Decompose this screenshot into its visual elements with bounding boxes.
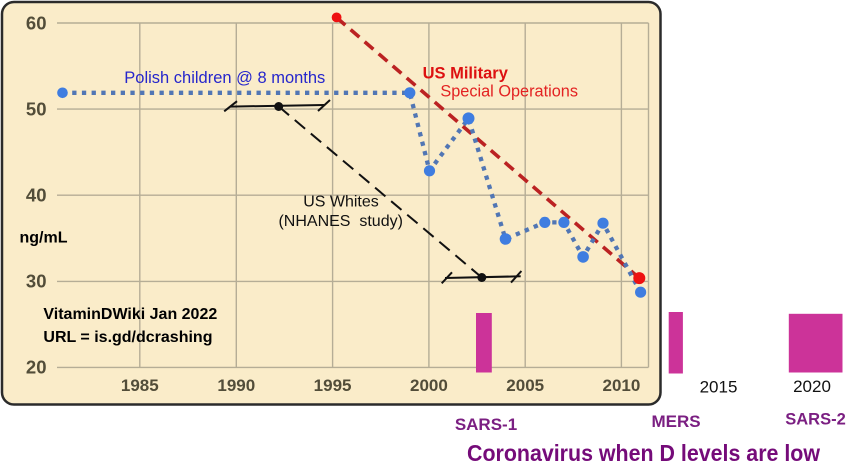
svg-text:1995: 1995	[314, 376, 352, 395]
svg-text:Polish children @ 8 months: Polish children @ 8 months	[124, 68, 325, 87]
svg-text:20: 20	[26, 357, 47, 378]
svg-text:US Whites: US Whites	[303, 194, 379, 211]
svg-text:1990: 1990	[217, 376, 255, 395]
svg-text:MERS: MERS	[651, 412, 700, 431]
svg-text:2020: 2020	[793, 377, 831, 396]
svg-text:2010: 2010	[602, 376, 640, 395]
svg-text:Coronavirus when D levels are: Coronavirus when D levels are low	[467, 440, 821, 466]
svg-text:2000: 2000	[410, 376, 448, 395]
svg-text:1985: 1985	[121, 376, 159, 395]
svg-text:VitaminDWiki Jan 2022: VitaminDWiki Jan 2022	[43, 306, 217, 323]
svg-text:60: 60	[26, 13, 47, 34]
svg-text:50: 50	[26, 99, 47, 120]
svg-text:30: 30	[26, 271, 47, 292]
svg-text:SARS-2: SARS-2	[785, 411, 846, 429]
svg-text:2005: 2005	[506, 376, 544, 395]
svg-text:40: 40	[26, 185, 47, 206]
svg-text:SARS-1: SARS-1	[455, 415, 517, 434]
svg-text:US Military: US Military	[423, 65, 509, 83]
svg-text:Special Operations: Special Operations	[440, 83, 578, 101]
svg-text:(NHANES study): (NHANES study)	[278, 213, 402, 230]
svg-text:2015: 2015	[700, 378, 738, 397]
svg-text:URL = is.gd/dcrashing: URL = is.gd/dcrashing	[43, 329, 212, 346]
svg-text:ng/mL: ng/mL	[20, 230, 68, 247]
